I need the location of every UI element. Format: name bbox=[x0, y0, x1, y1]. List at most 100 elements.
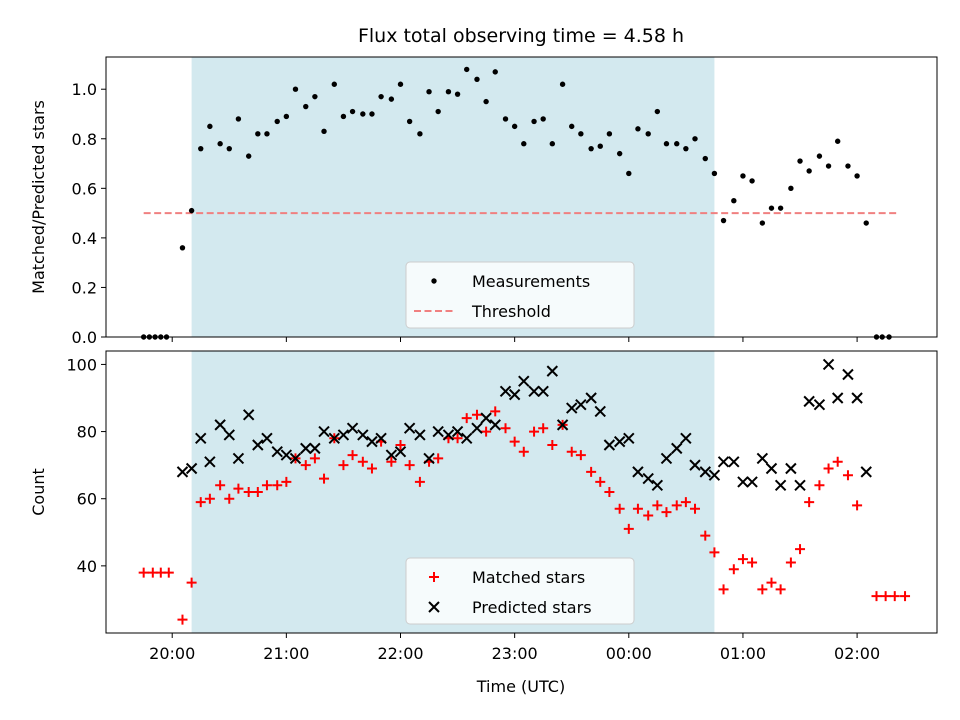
legend: Matched stars Predicted stars bbox=[405, 557, 635, 625]
matched-stars-point bbox=[566, 446, 577, 457]
y-tick-label: 60 bbox=[77, 490, 97, 509]
measurements-point bbox=[426, 88, 432, 95]
legend-marker bbox=[429, 572, 439, 582]
predicted-stars-point bbox=[603, 439, 616, 451]
matched-stars-point bbox=[186, 577, 197, 588]
predicted-stars-point bbox=[508, 388, 521, 401]
matched-stars-point bbox=[366, 463, 377, 474]
measurements-point bbox=[217, 141, 223, 147]
measurements-point bbox=[397, 81, 404, 87]
predicted-stars-point bbox=[451, 425, 464, 438]
matched-stars-point bbox=[690, 503, 701, 514]
predicted-stars-point bbox=[528, 385, 540, 397]
predicted-stars-point bbox=[585, 392, 597, 404]
matched-stars-point bbox=[775, 584, 786, 595]
measurements-point bbox=[283, 113, 290, 120]
matched-stars-point bbox=[785, 557, 796, 568]
measurements-point bbox=[406, 118, 413, 125]
predicted-stars-point bbox=[309, 442, 321, 455]
x-axis-ticks bbox=[171, 337, 858, 342]
predicted-stars-point bbox=[842, 368, 854, 381]
predicted-stars-point bbox=[385, 449, 398, 461]
predicted-stars-point bbox=[518, 375, 530, 387]
matched-stars-point bbox=[414, 476, 425, 487]
measurements-point bbox=[483, 98, 489, 105]
predicted-stars-point bbox=[499, 385, 512, 397]
measurements-point bbox=[349, 108, 356, 115]
ratio-plot-marks bbox=[140, 66, 898, 340]
predicted-stars-point bbox=[794, 479, 806, 491]
measurements-point bbox=[740, 173, 746, 179]
predicted-stars-point bbox=[461, 432, 473, 444]
predicted-stars-point bbox=[432, 425, 444, 438]
x-tick-label: 01:00 bbox=[720, 644, 766, 663]
measurements-point bbox=[502, 116, 509, 122]
matched-stars-point bbox=[529, 426, 540, 437]
predicted-stars-point bbox=[594, 405, 606, 418]
predicted-stars-point bbox=[774, 479, 787, 491]
x-tick-label: 02:00 bbox=[834, 644, 880, 663]
measurements-point bbox=[578, 131, 584, 137]
predicted-stars-point bbox=[328, 432, 341, 444]
legend-label: Measurements bbox=[472, 272, 590, 291]
measurements-point bbox=[445, 88, 452, 95]
matched-stars-point bbox=[718, 584, 729, 595]
matched-stars-point bbox=[177, 614, 188, 625]
predicted-stars-point bbox=[556, 419, 569, 431]
matched-stars-point bbox=[652, 500, 663, 511]
measurements-point bbox=[388, 96, 395, 102]
measurements-point bbox=[264, 131, 270, 137]
matched-stars-point bbox=[842, 470, 853, 481]
matched-stars-point bbox=[766, 577, 777, 588]
y-tick-label: 0.6 bbox=[72, 179, 97, 198]
measurements-point bbox=[559, 81, 566, 87]
predicted-stars-point bbox=[289, 452, 302, 465]
measurements-point bbox=[340, 113, 347, 120]
measurements-point bbox=[759, 220, 766, 226]
matched-stars-point bbox=[728, 564, 739, 575]
matched-stars-point bbox=[319, 473, 330, 484]
measurements-point bbox=[797, 158, 803, 164]
predicted-stars-point bbox=[204, 456, 216, 468]
measurements-point bbox=[274, 118, 280, 125]
matched-stars-point bbox=[261, 480, 272, 491]
matched-stars-point bbox=[452, 433, 463, 444]
matched-stars-point bbox=[215, 480, 226, 491]
matched-stars-point bbox=[490, 406, 501, 417]
predicted-stars-point bbox=[537, 385, 549, 397]
measurements-point bbox=[692, 136, 698, 142]
matched-stars-point bbox=[481, 426, 492, 437]
matched-stars-point bbox=[538, 423, 549, 434]
predicted-stars-point bbox=[851, 392, 863, 404]
measurements-point bbox=[255, 131, 261, 137]
predicted-stars-point bbox=[813, 399, 826, 411]
predicted-stars-point bbox=[242, 409, 255, 421]
matched-stars-point bbox=[614, 503, 625, 514]
predicted-stars-point bbox=[195, 432, 207, 444]
y-axis-ticks: 0.0 0.2 0.4 0.6 0.8 1.0 bbox=[72, 80, 106, 347]
measurements-point bbox=[235, 116, 242, 122]
measurements-point bbox=[663, 141, 670, 147]
matched-stars-point bbox=[509, 436, 520, 447]
matched-stars-point bbox=[595, 476, 606, 487]
matched-stars-point bbox=[500, 423, 511, 434]
predicted-stars-point bbox=[613, 435, 626, 448]
measurements-point bbox=[569, 123, 575, 130]
matched-stars-point bbox=[547, 440, 558, 450]
predicted-stars-point bbox=[651, 479, 664, 491]
measurements-point bbox=[226, 145, 232, 152]
matched-stars-point bbox=[233, 483, 244, 494]
predicted-stars-point bbox=[423, 452, 435, 465]
measurements-point bbox=[245, 153, 252, 159]
measurements-point bbox=[417, 131, 423, 137]
matched-stars-point bbox=[309, 453, 320, 464]
matched-stars-point bbox=[347, 450, 358, 461]
measurements-point bbox=[863, 220, 869, 226]
legend-marker bbox=[431, 278, 437, 284]
matched-stars-point bbox=[471, 409, 482, 420]
matched-stars-point bbox=[386, 456, 397, 467]
matched-stars-point bbox=[461, 413, 472, 424]
measurements-point bbox=[321, 128, 327, 135]
predicted-stars-point bbox=[756, 452, 769, 465]
legend: Measurements Threshold bbox=[405, 261, 635, 329]
